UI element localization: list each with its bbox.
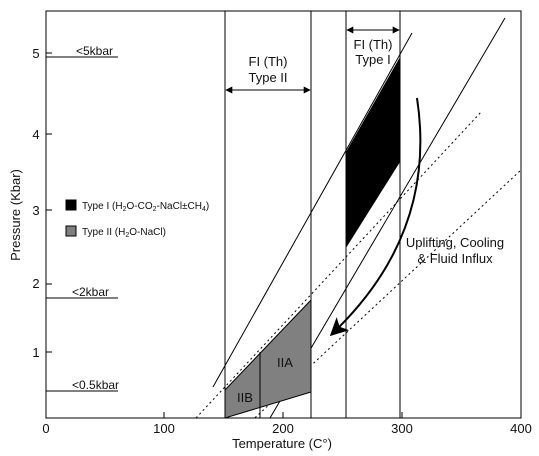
uplift-cooling-arrow bbox=[329, 97, 422, 337]
x-tick-label: 200 bbox=[272, 421, 294, 436]
isochore-solid-1 bbox=[212, 32, 413, 388]
type2-outline bbox=[224, 298, 312, 419]
type2-field bbox=[225, 300, 311, 418]
y-tick-label: 5 bbox=[32, 46, 39, 61]
region-label-iib: IIB bbox=[237, 390, 253, 405]
fi-type1-line1: FI (Th) bbox=[354, 37, 393, 52]
x-tick-label: 0 bbox=[42, 421, 49, 436]
legend-type1-label: Type I (H2O-CO2-NaCl±CH4) bbox=[82, 201, 209, 213]
pressure-label-2kbar: <2kbar bbox=[72, 285, 109, 299]
x-axis-ticks bbox=[163, 412, 403, 418]
process-label-line2: & Fluid Influx bbox=[417, 251, 493, 266]
x-tick-label: 100 bbox=[153, 421, 175, 436]
isochore-dotted-2 bbox=[254, 169, 521, 418]
legend-type2-swatch bbox=[65, 225, 77, 237]
fi-type1-line2: Type I bbox=[355, 52, 390, 67]
pressure-label-05kbar: <0.5kbar bbox=[72, 378, 119, 392]
fi-type2-line2: Type II bbox=[248, 70, 287, 85]
y-tick-label: 4 bbox=[32, 127, 39, 142]
region-label-iia: IIA bbox=[277, 355, 293, 370]
pressure-label-5kbar: <5kbar bbox=[76, 44, 113, 58]
y-tick-label: 2 bbox=[32, 276, 39, 291]
legend-type1-swatch bbox=[65, 199, 77, 211]
x-tick-label: 400 bbox=[510, 421, 532, 436]
y-axis-title: Pressure (Kbar) bbox=[8, 169, 23, 261]
type1-field bbox=[346, 57, 400, 248]
legend-type2-label: Type II (H2O-NaCl) bbox=[82, 227, 166, 239]
y-tick-label: 1 bbox=[32, 345, 39, 360]
y-axis-ticks bbox=[46, 52, 52, 353]
x-tick-label: 300 bbox=[391, 421, 413, 436]
y-tick-label: 3 bbox=[32, 203, 39, 218]
x-axis-title: Temperature (C°) bbox=[232, 436, 332, 451]
fi-type2-line1: FI (Th) bbox=[249, 54, 288, 69]
process-label-line1: Uplifting, Cooling bbox=[406, 235, 504, 250]
